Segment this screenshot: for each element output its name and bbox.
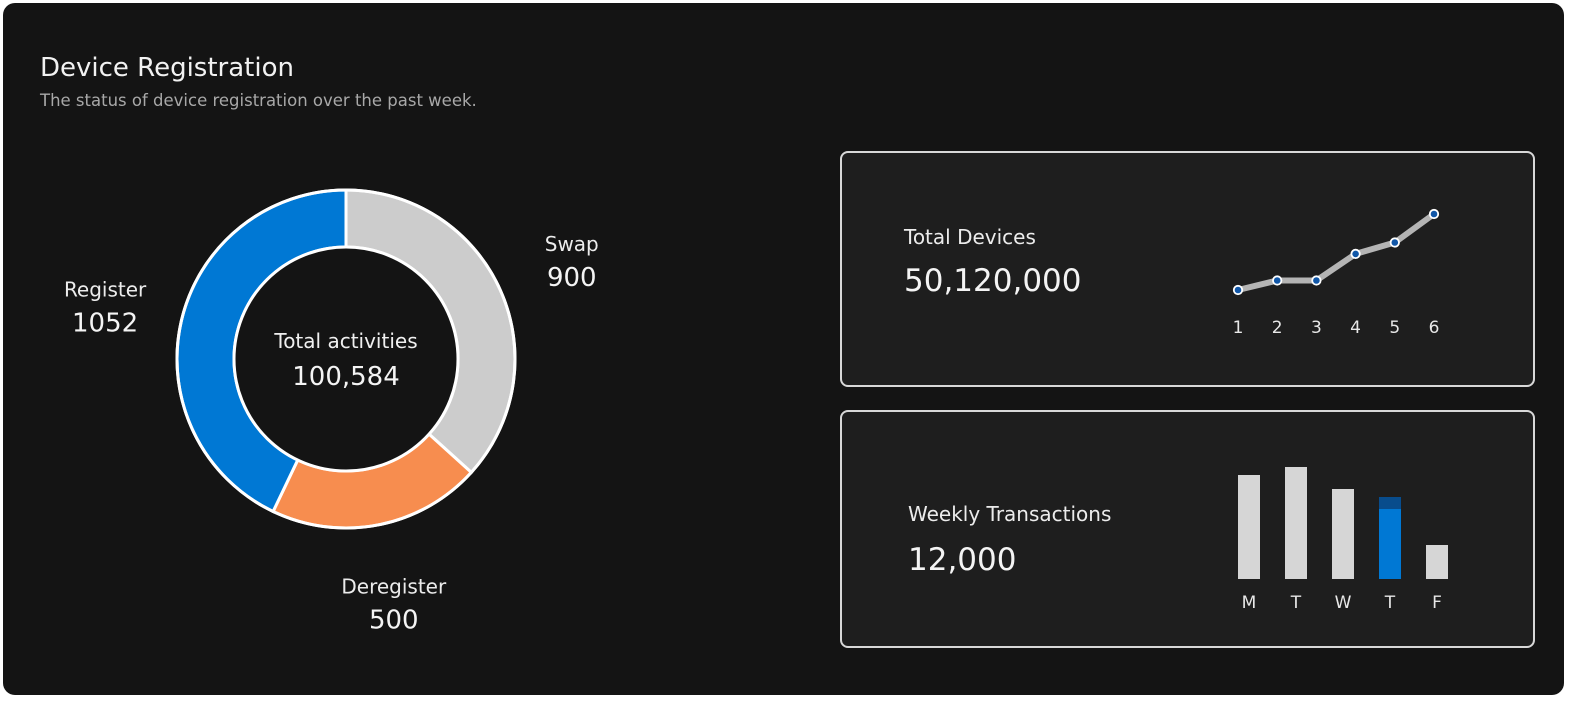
bar-x-tick-1: T [1290, 593, 1302, 613]
donut-value-register: 1052 [72, 308, 138, 338]
line-x-tick-1: 1 [1233, 318, 1244, 338]
page-title: Device Registration [40, 53, 294, 83]
donut-label-swap: Swap [545, 232, 599, 256]
line-point-5 [1389, 237, 1400, 248]
donut-slices [175, 188, 517, 530]
line-x-tick-3: 3 [1311, 318, 1322, 338]
weekly-transactions-value: 12,000 [908, 542, 1017, 578]
donut-outer-ring [175, 188, 517, 530]
bar-x-tick-0: M [1242, 593, 1257, 613]
donut-label-deregister: Deregister [341, 574, 447, 598]
weekly-transactions-panel: Weekly Transactions 12,000 M T W T F [840, 410, 1535, 648]
line-point-3 [1311, 275, 1322, 286]
bar-x-tick-2: W [1335, 593, 1352, 613]
line-series [1235, 211, 1437, 293]
donut-hole [232, 245, 460, 473]
bar-x-tick-3: T [1384, 593, 1396, 613]
donut-labels: Swap 900 Deregister 500 Register 1052 [64, 232, 599, 636]
page-subtitle: The status of device registration over t… [40, 91, 477, 110]
bar-4-f [1426, 545, 1448, 579]
line-point-4 [1350, 248, 1361, 260]
line-x-tick-5: 5 [1389, 318, 1400, 338]
line-x-tick-2: 2 [1272, 318, 1283, 338]
total-devices-label: Total Devices [904, 225, 1036, 249]
line-x-tick-6: 6 [1429, 318, 1440, 338]
donut-label-register: Register [64, 277, 147, 301]
weekly-transactions-label: Weekly Transactions [908, 502, 1112, 526]
line-point-2 [1272, 275, 1283, 286]
donut-value-deregister: 500 [369, 605, 419, 635]
line-x-tick-4: 4 [1350, 318, 1361, 338]
bar-0-m [1238, 475, 1260, 579]
bar-2-w [1332, 489, 1354, 579]
total-devices-panel: Total Devices 50,120,000 1 2 3 4 5 6 [840, 151, 1535, 387]
donut-center-label: Total activities [273, 329, 417, 353]
bar-1-t [1285, 467, 1307, 579]
bar-x-tick-4: F [1432, 593, 1442, 613]
donut-center-value: 100,584 [292, 362, 400, 392]
device-registration-card: Device Registration The status of device… [3, 3, 1564, 695]
total-devices-line-chart: 1 2 3 4 5 6 [1232, 208, 1440, 338]
donut-chart: Swap 900 Deregister 500 Register 1052 Total a… [64, 188, 599, 636]
bar-3-t-primary [1379, 509, 1401, 579]
bar-3-t-top [1379, 497, 1401, 509]
total-devices-value: 50,120,000 [904, 263, 1082, 299]
donut-value-swap: 900 [547, 263, 597, 293]
line-point-1 [1232, 284, 1244, 296]
line-point-6 [1428, 208, 1440, 220]
